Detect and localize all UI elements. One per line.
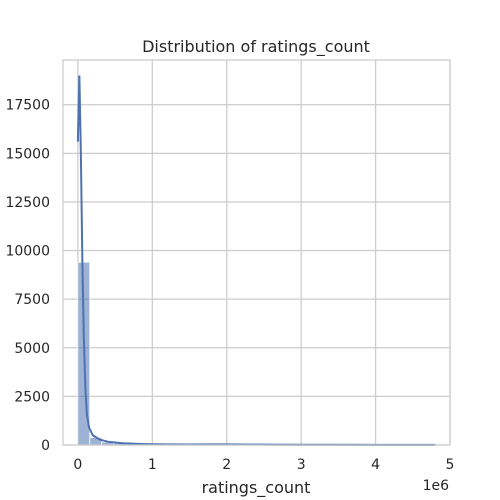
y-tick-label-3: 7500 (14, 292, 50, 308)
x-tick-label-3: 3 (297, 457, 306, 473)
histogram-bars (77, 261, 436, 446)
x-axis-offset-label: 1e6 (423, 478, 450, 494)
y-tick-label-0: 0 (41, 438, 50, 454)
y-tick-label-1: 2500 (14, 389, 50, 405)
x-tick-labels: 0 1 2 3 4 5 (73, 457, 454, 473)
grid (63, 60, 451, 446)
y-tick-label-4: 10000 (5, 244, 50, 260)
x-tick-label-4: 4 (371, 457, 380, 473)
x-tick-label-1: 1 (148, 457, 157, 473)
x-axis-label: ratings_count (202, 478, 311, 498)
chart-title: Distribution of ratings_count (142, 37, 370, 57)
x-tick-label-0: 0 (73, 457, 82, 473)
y-tick-label-5: 12500 (5, 195, 50, 211)
y-tick-labels: 0 2500 5000 7500 10000 12500 15000 17500 (5, 98, 50, 454)
x-tick-label-5: 5 (446, 457, 455, 473)
plot-area-frame (62, 59, 451, 446)
y-tick-label-6: 15000 (5, 146, 50, 162)
y-tick-label-7: 17500 (5, 98, 50, 114)
x-tick-label-2: 2 (222, 457, 231, 473)
y-tick-label-2: 5000 (14, 341, 50, 357)
kde-line (76, 75, 436, 446)
